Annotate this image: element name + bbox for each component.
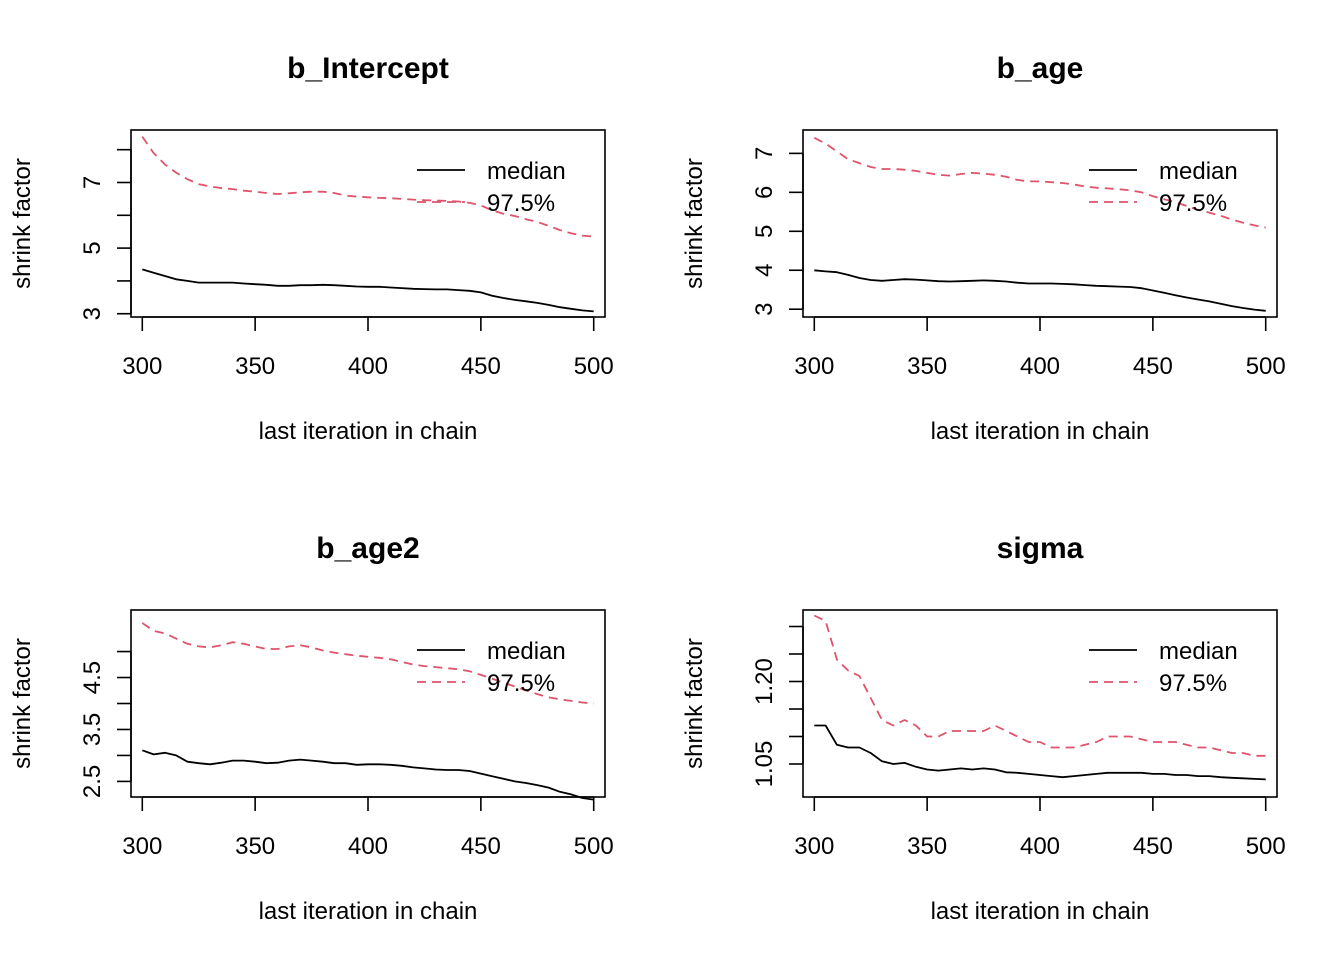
legend-label: 97.5% (487, 670, 555, 697)
series-line-97-5 (141, 622, 594, 705)
x-tick-label: 400 (1020, 353, 1060, 380)
series-line-97-5 (141, 136, 594, 238)
chart-title: b_age (997, 52, 1084, 85)
x-tick-label: 400 (348, 353, 388, 380)
x-tick-label: 450 (461, 353, 501, 380)
x-tick-label: 400 (348, 833, 388, 860)
y-tick-label: 3 (79, 307, 106, 320)
y-tick-label: 5 (79, 241, 106, 254)
x-tick-label: 450 (1133, 353, 1173, 380)
x-axis-label: last iteration in chain (259, 418, 478, 445)
series-line-median (142, 268, 594, 313)
x-tick-label: 450 (461, 833, 501, 860)
series-line-median (814, 269, 1266, 312)
y-tick-label: 4 (751, 264, 778, 277)
x-tick-label: 300 (794, 833, 834, 860)
chart-panel: b_age 300 350 400 450 500 3 4 5 6 7 last iteration … (681, 52, 1286, 445)
chart-title: b_Intercept (287, 52, 449, 85)
chart-panel: b_age2 300 350 400 450 500 2.5 3.5 4.5 last itera… (9, 532, 614, 925)
y-tick-label: 3.5 (79, 713, 106, 746)
y-axis-label: shrink factor (681, 638, 708, 769)
x-tick-label: 500 (1246, 353, 1286, 380)
series-line-97-5 (813, 614, 1266, 757)
legend-label: median (1159, 158, 1238, 185)
y-tick-label: 7 (751, 147, 778, 160)
x-axis-label: last iteration in chain (931, 418, 1150, 445)
y-tick-label: 7 (79, 176, 106, 189)
legend-label: 97.5% (1159, 670, 1227, 697)
legend-label: median (1159, 638, 1238, 665)
legend-label: 97.5% (1159, 190, 1227, 217)
y-tick-label: 1.05 (751, 741, 778, 788)
x-tick-label: 350 (907, 833, 947, 860)
y-tick-label: 2.5 (79, 765, 106, 798)
x-tick-label: 500 (574, 353, 614, 380)
y-tick-label: 5 (751, 225, 778, 238)
x-tick-label: 350 (235, 353, 275, 380)
y-axis-label: shrink factor (9, 638, 36, 769)
y-tick-label: 6 (751, 186, 778, 199)
chart-panel: b_Intercept 300 350 400 450 500 3 5 7 last iterat… (9, 52, 614, 445)
x-tick-label: 500 (1246, 833, 1286, 860)
x-axis-label: last iteration in chain (931, 898, 1150, 925)
y-tick-label: 3 (751, 303, 778, 316)
chart-panel: sigma 300 350 400 450 500 1.05 1.20 last iterati… (681, 532, 1286, 925)
y-axis-label: shrink factor (9, 158, 36, 289)
y-axis-label: shrink factor (681, 158, 708, 289)
y-tick-label: 1.20 (751, 658, 778, 705)
legend-label: median (487, 158, 566, 185)
x-tick-label: 450 (1133, 833, 1173, 860)
x-axis-label: last iteration in chain (259, 898, 478, 925)
y-tick-label: 4.5 (79, 661, 106, 694)
legend-label: median (487, 638, 566, 665)
legend-label: 97.5% (487, 190, 555, 217)
chart-title: b_age2 (316, 532, 419, 565)
series-line-median (814, 724, 1266, 781)
x-tick-label: 300 (122, 353, 162, 380)
x-tick-label: 350 (235, 833, 275, 860)
chart-title: sigma (997, 532, 1084, 565)
x-tick-label: 400 (1020, 833, 1060, 860)
x-tick-label: 500 (574, 833, 614, 860)
x-tick-label: 350 (907, 353, 947, 380)
x-tick-label: 300 (794, 353, 834, 380)
series-line-97-5 (813, 136, 1266, 229)
x-tick-label: 300 (122, 833, 162, 860)
series-line-median (141, 749, 594, 801)
